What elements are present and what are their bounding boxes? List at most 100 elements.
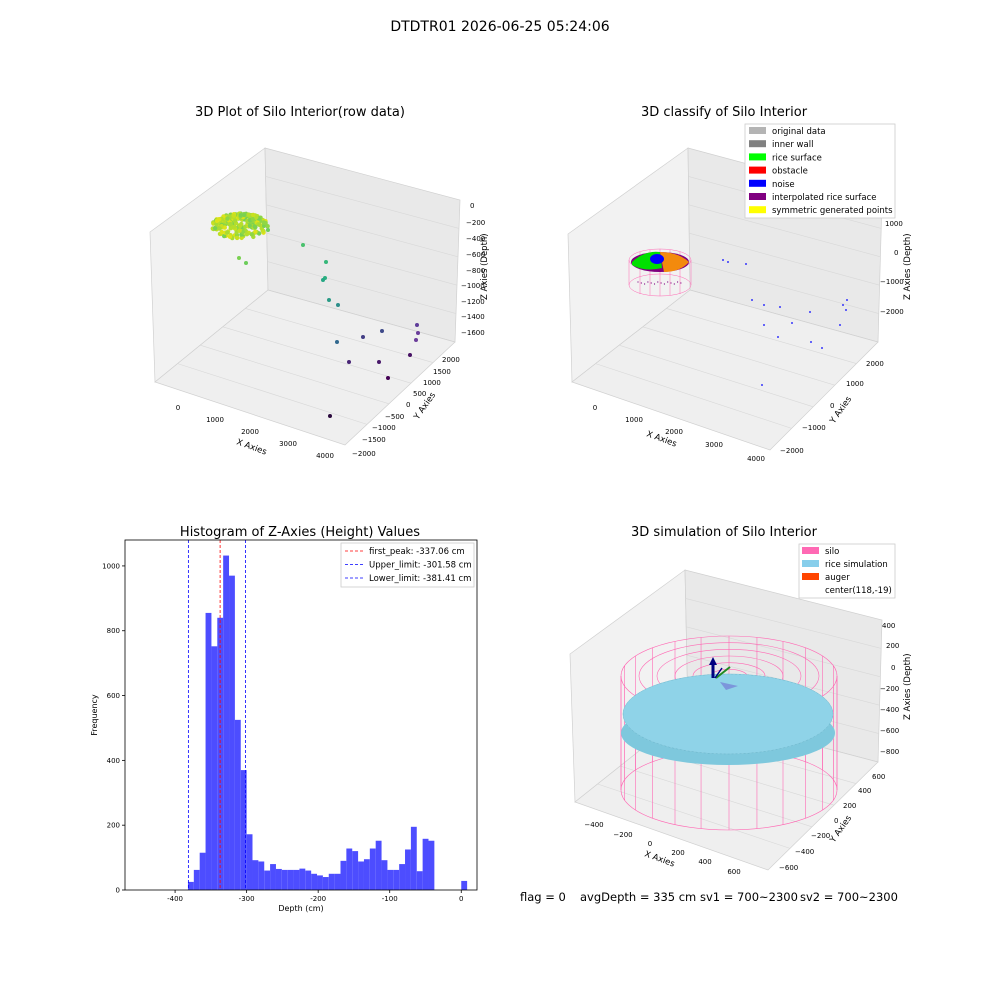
panel1-y-ticks: 2000 1500 1000 500 0 −500 −1000 −1500 −2… — [352, 356, 460, 458]
p1-xtick: 3000 — [279, 440, 297, 448]
raw-data-point — [335, 340, 339, 344]
raw-data-point — [324, 260, 328, 264]
p2-ztick: −1000 — [880, 278, 904, 286]
p2-ytick: 2000 — [866, 360, 884, 368]
raw-data-point — [408, 353, 412, 357]
raw-data-point — [240, 229, 246, 235]
panel2-legend: original data inner wall rice surface obsta… — [744, 123, 896, 219]
p1-ztick: −1600 — [461, 329, 485, 337]
noise-point — [763, 304, 765, 306]
histogram-bars — [187, 555, 468, 890]
grid-line — [689, 232, 880, 286]
interpolated-point — [647, 281, 649, 283]
noise-point — [845, 309, 847, 311]
histogram-bar — [352, 851, 359, 890]
noise-point — [821, 347, 823, 349]
raw-data-point — [380, 329, 384, 333]
histogram-bar — [358, 861, 364, 890]
histogram-legend-label: Lower_limit: -381.41 cm — [369, 574, 471, 584]
raw-data-point — [265, 223, 270, 229]
p4-ytick: 0 — [834, 817, 838, 825]
histogram-bar — [461, 880, 468, 890]
panel2-title: 3D classify of Silo Interior — [641, 105, 808, 120]
grid-line — [686, 626, 881, 678]
histogram-bar — [317, 875, 323, 890]
p4-ztick: 400 — [882, 622, 895, 630]
panel4-x-ticks: −400 −200 0 200 400 600 — [584, 821, 740, 876]
histogram-bar — [363, 859, 370, 890]
p2-ytick: 1000 — [846, 380, 864, 388]
p1-xtick: 0 — [176, 404, 180, 412]
raw-data-point — [336, 303, 340, 307]
panel1-axes-box — [149, 147, 461, 446]
raw-data-point — [217, 226, 222, 231]
noise-point — [809, 311, 811, 313]
raw-data-point — [212, 225, 218, 231]
panel2-rice-surface — [631, 251, 689, 272]
raw-data-point — [225, 216, 230, 221]
raw-data-point — [321, 278, 325, 282]
noise-point — [810, 341, 812, 343]
p2-xtick: 1000 — [625, 416, 643, 424]
p1-xtick: 2000 — [241, 428, 259, 436]
histogram-xtick-label: -200 — [310, 895, 326, 903]
grid-line — [245, 308, 434, 363]
raw-data-point — [377, 360, 381, 364]
interpolated-point — [640, 282, 642, 284]
panel4-z-ticks: 400 200 0 −200 −400 −600 −800 — [880, 622, 899, 756]
p4-xtick: −400 — [584, 821, 603, 829]
histogram-ytick-label: 600 — [107, 692, 120, 700]
raw-data-point — [250, 216, 256, 222]
panel1-points — [210, 211, 420, 418]
p4-xtick: 200 — [671, 849, 684, 857]
classify-legend-label: rice surface — [772, 153, 822, 163]
p1-ytick: −500 — [385, 413, 404, 421]
histogram-bar — [275, 868, 282, 890]
raw-data-point — [243, 224, 248, 229]
panel4-auger — [709, 657, 738, 690]
interpolated-point — [657, 281, 659, 283]
p2-xtick: 2000 — [665, 428, 683, 436]
histogram-bar — [270, 864, 276, 890]
p1-ztick: −400 — [466, 235, 485, 243]
histogram-bar — [258, 861, 265, 890]
panel2-grid — [595, 176, 882, 429]
grid-line — [689, 261, 879, 314]
raw-data-point — [254, 215, 259, 220]
raw-data-point — [219, 229, 225, 235]
histogram-bar — [205, 612, 212, 890]
histogram-bar — [375, 840, 382, 890]
raw-data-point — [301, 243, 305, 247]
panel-raw-data: 3D Plot of Silo Interior(row data) 0 100… — [149, 105, 490, 460]
p2-xtick: 3000 — [705, 441, 723, 449]
p4-ztick: 200 — [886, 642, 899, 650]
grid-line — [620, 765, 813, 828]
histogram-bar — [428, 840, 435, 890]
interpolated-point — [680, 282, 682, 284]
interpolated-point — [637, 281, 639, 283]
noise-point — [745, 263, 747, 265]
histogram-xtick-label: -300 — [239, 895, 255, 903]
footer-sv1: sv1 = 700~2300 — [700, 890, 798, 904]
histogram-bar — [187, 881, 194, 890]
panel4-y-ticks: 600 400 200 0 −200 −400 −600 — [779, 773, 885, 872]
p1-ztick: −1400 — [461, 313, 485, 321]
grid-line — [266, 204, 459, 258]
status-footer: flag = 0 avgDepth = 335 cm sv1 = 700~230… — [520, 890, 898, 904]
panel3-title: Histogram of Z-Axies (Height) Values — [180, 525, 420, 540]
grid-line — [619, 344, 814, 408]
p2-ztick: −2000 — [880, 308, 904, 316]
histogram-bar — [340, 860, 347, 890]
classify-legend-swatch — [749, 193, 766, 200]
interpolated-point — [663, 283, 666, 285]
noise-point — [722, 259, 724, 261]
grid-line — [265, 176, 460, 229]
p1-ytick: 2000 — [442, 356, 460, 364]
simulation-legend-swatch — [802, 560, 819, 567]
histogram-bar — [199, 852, 206, 890]
p1-ytick: 1000 — [423, 379, 441, 387]
histogram-bar — [399, 864, 406, 890]
noise-point — [791, 322, 793, 324]
histogram-bar — [299, 868, 306, 890]
histogram-ytick-label: 0 — [116, 887, 120, 895]
